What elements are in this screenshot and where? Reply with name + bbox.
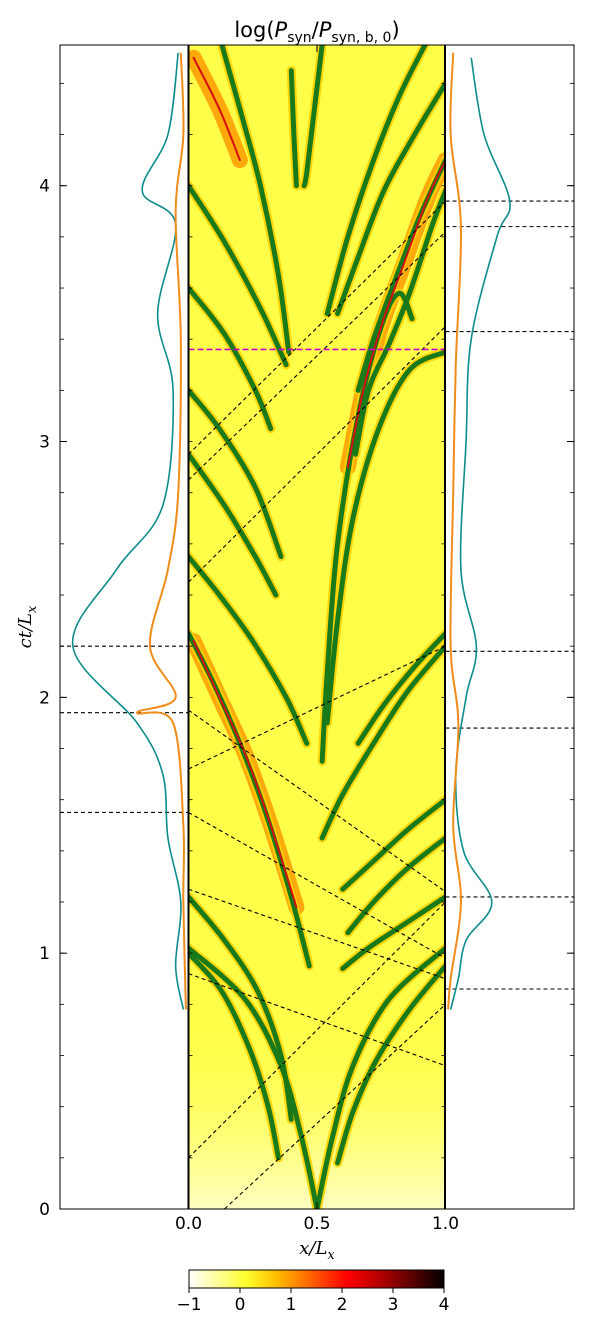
shock-track-10 (355, 630, 445, 746)
ticks: 0.0 0.5 1.0 0 1 2 3 4 (39, 45, 574, 1234)
shock-track-4 (188, 950, 281, 1161)
x-axis-title: x/Lx (299, 1238, 335, 1263)
hot-core-0 (192, 640, 298, 909)
right-curve-orange (447, 52, 463, 1010)
shock-track-3 (188, 894, 294, 1122)
dashed-diagonal-3 (188, 888, 446, 980)
shock-track-21 (324, 45, 428, 317)
y-tick-label-2: 2 (39, 688, 50, 708)
shock-track-22 (335, 80, 445, 317)
dashed-diagonal-1 (188, 901, 446, 1159)
dashed-diagonal-4 (188, 811, 446, 959)
x-tick-label-0: 0.0 (175, 1214, 202, 1234)
colorbar-gradient (188, 1269, 445, 1289)
shock-track-12 (188, 451, 279, 598)
shock-track-6 (340, 894, 445, 972)
shock-track-11 (188, 554, 310, 746)
overlay-lines (60, 200, 574, 1210)
colorbar-tick-label-0: −1 (176, 1295, 201, 1315)
shock-track-7 (345, 835, 445, 936)
shock-track-15 (324, 349, 445, 726)
hot-core-2 (192, 56, 241, 162)
colorbar (188, 1269, 445, 1289)
y-tick-label-3: 3 (39, 433, 50, 453)
dashed-diagonal-5 (188, 709, 446, 893)
dashed-diagonal-6 (188, 645, 446, 770)
shock-track-18 (219, 45, 292, 355)
shock-track-9 (319, 643, 445, 841)
colorbar-tick-label-2: 1 (286, 1295, 297, 1315)
shock-track-5 (335, 963, 445, 1166)
x-tick-label-1: 0.5 (303, 1214, 330, 1234)
shock-track-24 (353, 188, 445, 457)
dashed-diagonal-8 (188, 231, 446, 481)
shock-track-8 (340, 797, 445, 892)
dashed-diagonal-0 (224, 1003, 446, 1210)
y-tick-label-0: 0 (39, 1200, 50, 1220)
y-tick-label-4: 4 (39, 177, 50, 197)
shock-track-16 (188, 183, 289, 368)
shock-track-1 (314, 945, 445, 1209)
heatmap-panel (188, 45, 445, 1209)
hot-core-1 (346, 159, 445, 469)
x-tick-label-2: 1.0 (432, 1214, 459, 1234)
right-curve-teal (449, 57, 511, 1010)
y-axis-title: ct/Lx (15, 605, 40, 648)
dashed-diagonal-7 (188, 326, 446, 583)
left-curve-teal (72, 52, 185, 1010)
heatmap-bottom-fade (188, 1020, 445, 1209)
y-tick-label-1: 1 (39, 944, 50, 964)
colorbar-tick-label-5: 4 (439, 1295, 450, 1315)
colorbar-tick-label-4: 3 (388, 1295, 399, 1315)
shock-track-19 (288, 68, 299, 189)
left-curve-orange (136, 52, 187, 1010)
shock-track-17 (188, 285, 274, 432)
colorbar-tick-label-1: 0 (235, 1295, 246, 1315)
colorbar-tick-label-3: 2 (337, 1295, 348, 1315)
chart-title: log(Psyn/Psyn, b, 0) (234, 18, 399, 46)
shock-track-20 (301, 45, 325, 189)
dashed-diagonal-2 (188, 973, 446, 1067)
side-curves (72, 52, 511, 1010)
shock-track-13 (188, 387, 284, 560)
colorbar-ticks: −1 0 1 2 3 4 (176, 1288, 449, 1315)
